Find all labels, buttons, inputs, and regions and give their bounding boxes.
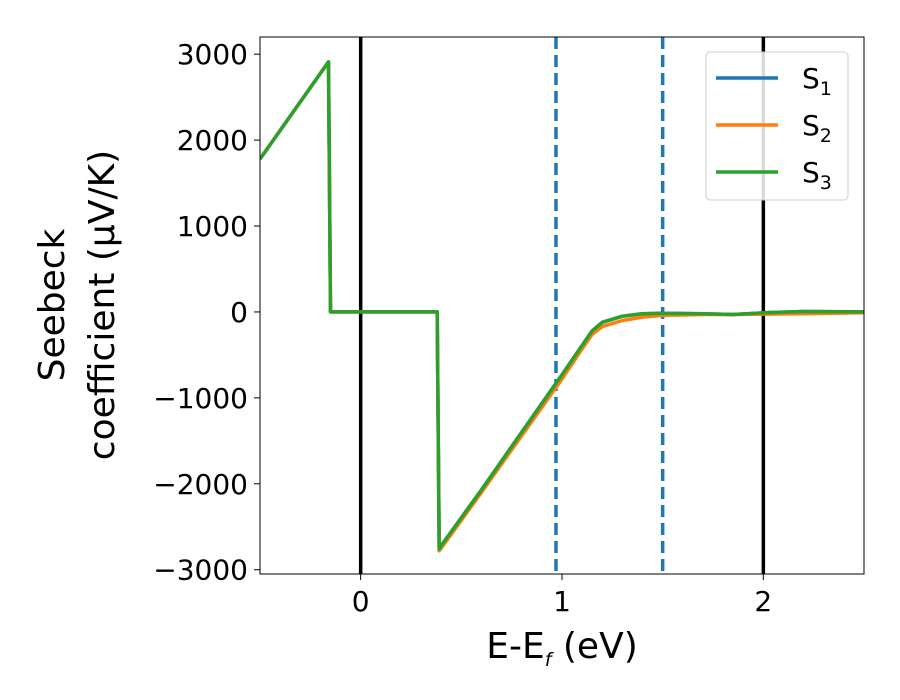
legend: S1 S2 S3 xyxy=(705,51,849,201)
x-tick-label: 2 xyxy=(754,585,772,618)
x-tick-label: 1 xyxy=(553,585,571,618)
y-axis-label: Seebeck coefficient (μV/K) xyxy=(32,150,123,460)
series-layer xyxy=(260,60,864,553)
x-axis-label: E-Ef (eV) xyxy=(486,626,638,671)
y-tick-label: −3000 xyxy=(153,554,248,587)
legend-label-S2: S2 xyxy=(802,109,832,147)
svg-text:Seebeck: Seebeck xyxy=(32,228,73,381)
y-tick-label: 1000 xyxy=(177,210,248,243)
x-axis-ticks: 0 1 2 xyxy=(352,574,772,618)
svg-text:coefficient (μV/K): coefficient (μV/K) xyxy=(82,150,123,460)
y-tick-label: −1000 xyxy=(153,382,248,415)
y-tick-label: 3000 xyxy=(177,38,248,71)
series-line-S3 xyxy=(260,60,864,551)
legend-label-S1: S1 xyxy=(802,62,832,100)
y-axis-ticks: −3000 −2000 −1000 0 1000 2000 3000 xyxy=(153,38,260,587)
y-tick-label: −2000 xyxy=(153,468,248,501)
x-tick-label: 0 xyxy=(352,585,370,618)
y-tick-label: 2000 xyxy=(177,124,248,157)
y-tick-label: 0 xyxy=(230,296,248,329)
legend-label-S3: S3 xyxy=(802,156,832,194)
